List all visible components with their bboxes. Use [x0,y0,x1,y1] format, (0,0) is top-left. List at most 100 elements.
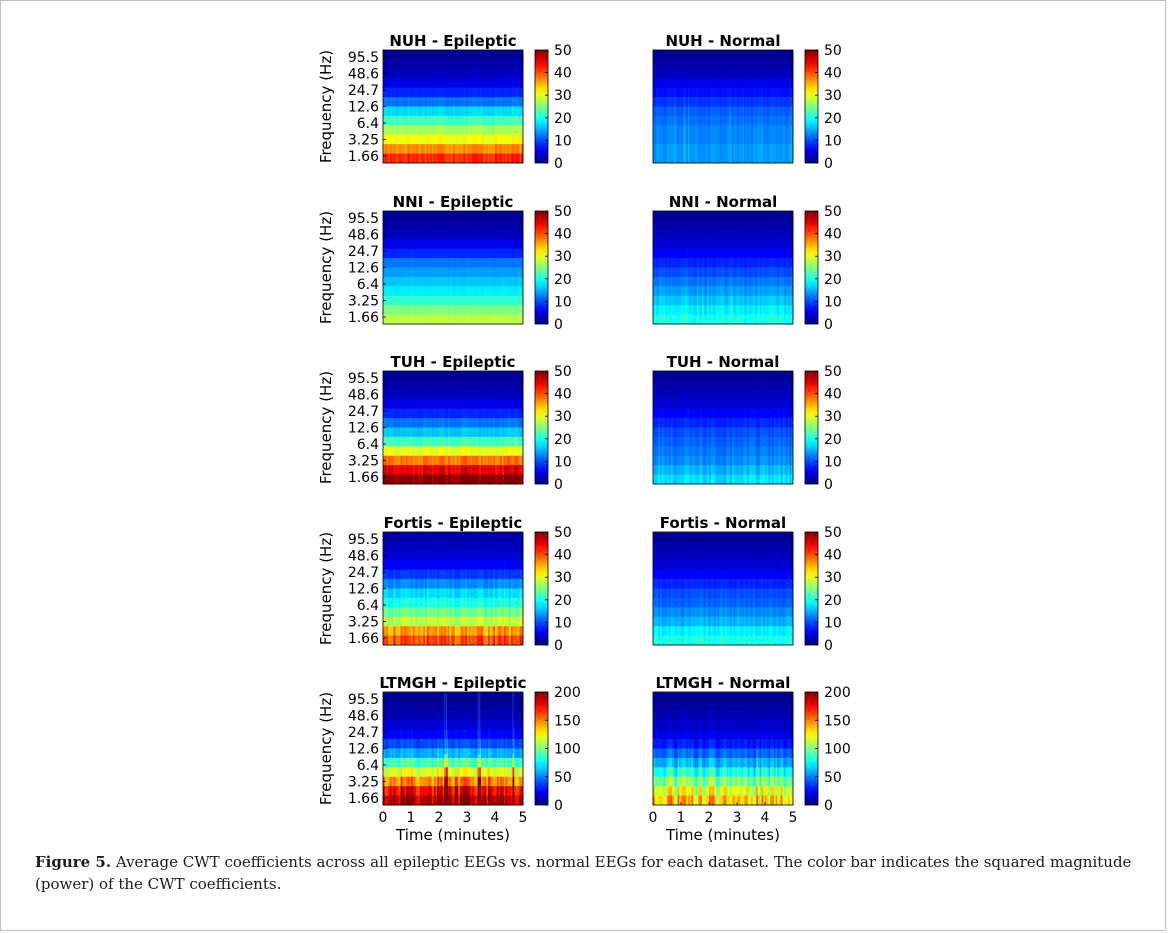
heatmap-cell [503,314,506,325]
heatmap-cell [484,248,487,259]
heatmap-cell [663,68,666,79]
heatmap-cell [667,115,670,126]
heatmap-cell [716,59,719,70]
heatmap-cell [717,276,720,287]
heatmap-cell [428,115,431,126]
heatmap-cell [458,153,461,164]
heatmap-cell [768,59,771,70]
heatmap-cell [439,286,442,297]
heatmap-cell [428,305,431,315]
heatmap-cell [402,276,405,287]
heatmap-cell [409,68,412,79]
heatmap-cell [498,97,501,107]
heatmap-cell [674,68,677,79]
heatmap-cell [472,305,475,315]
heatmap-cell [702,87,705,98]
heatmap-cell [752,248,755,259]
heatmap-cell [390,115,393,126]
heatmap-cell [507,305,510,315]
heatmap-cell [716,50,719,60]
heatmap-cell [440,248,443,259]
heatmap-cell [712,229,715,240]
heatmap-cell [684,134,687,145]
heatmap-cell [400,276,403,287]
heatmap-cell [386,239,389,250]
heatmap-cell [791,267,794,278]
heatmap-cell [780,115,783,126]
heatmap-cell [475,239,478,250]
y-tick-label: 24.7 [348,244,379,260]
heatmap-cell [510,59,513,70]
heatmap-cell [738,59,741,70]
heatmap-cell [500,220,503,231]
heatmap-cell [416,276,419,287]
heatmap-cell [749,50,752,60]
heatmap-cell [502,59,505,70]
heatmap-cell [710,258,713,268]
heatmap-cell [773,248,776,259]
heatmap-cell [693,97,696,107]
heatmap-cell [721,78,724,89]
heatmap-cell [419,50,422,60]
heatmap-cell [383,59,386,70]
heatmap-cell [423,115,426,126]
heatmap-cell [780,87,783,98]
heatmap-cell [719,248,722,259]
heatmap-cell [677,267,680,278]
heatmap-cell [405,211,408,221]
heatmap-cell [435,239,438,250]
heatmap-cell [660,153,663,164]
heatmap-cell [390,305,393,315]
heatmap-cell [433,286,436,297]
heatmap-cell [728,144,731,154]
heatmap-cell [432,295,435,306]
heatmap-cell [773,144,776,154]
heatmap-cell [465,258,468,268]
heatmap-cell [716,211,719,221]
heatmap-cell [653,295,656,306]
heatmap-cell [493,305,496,315]
heatmap-cell [484,78,487,89]
heatmap-cell [747,97,750,107]
heatmap-cell [465,314,468,325]
heatmap-cell [789,134,792,145]
heatmap-cell [787,211,790,221]
heatmap-cell [756,78,759,89]
heatmap-cell [791,115,794,126]
heatmap-cell [456,305,459,315]
heatmap-cell [461,239,464,250]
heatmap-cell [433,68,436,79]
heatmap-cell [510,248,513,259]
heatmap-cell [688,248,691,259]
heatmap-cell [761,229,764,240]
heatmap-cell [514,314,517,325]
heatmap-cell [467,59,470,70]
heatmap-cell [454,314,457,325]
heatmap-cell [479,125,482,136]
heatmap-cell [787,106,790,117]
heatmap-cell [703,134,706,145]
heatmap-cell [440,314,443,325]
heatmap-cell [454,144,457,154]
heatmap-cell [782,229,785,240]
heatmap-cell [735,68,738,79]
heatmap-cell [688,286,691,297]
heatmap-cell [724,229,727,240]
colorbar-tick-label: 50 [554,204,572,220]
heatmap-cell [468,59,471,70]
heatmap-cell [488,220,491,231]
heatmap-cell [707,59,710,70]
heatmap-cell [742,134,745,145]
heatmap-cell [747,125,750,136]
heatmap-cell [721,267,724,278]
heatmap-cell [398,314,401,325]
heatmap-cell [700,211,703,221]
heatmap-cell [500,258,503,268]
heatmap-cell [754,115,757,126]
heatmap-cell [731,97,734,107]
heatmap-cell [509,106,512,117]
heatmap-cell [411,106,414,117]
heatmap-cell [723,134,726,145]
heatmap-cell [477,125,480,136]
heatmap-cell [489,97,492,107]
